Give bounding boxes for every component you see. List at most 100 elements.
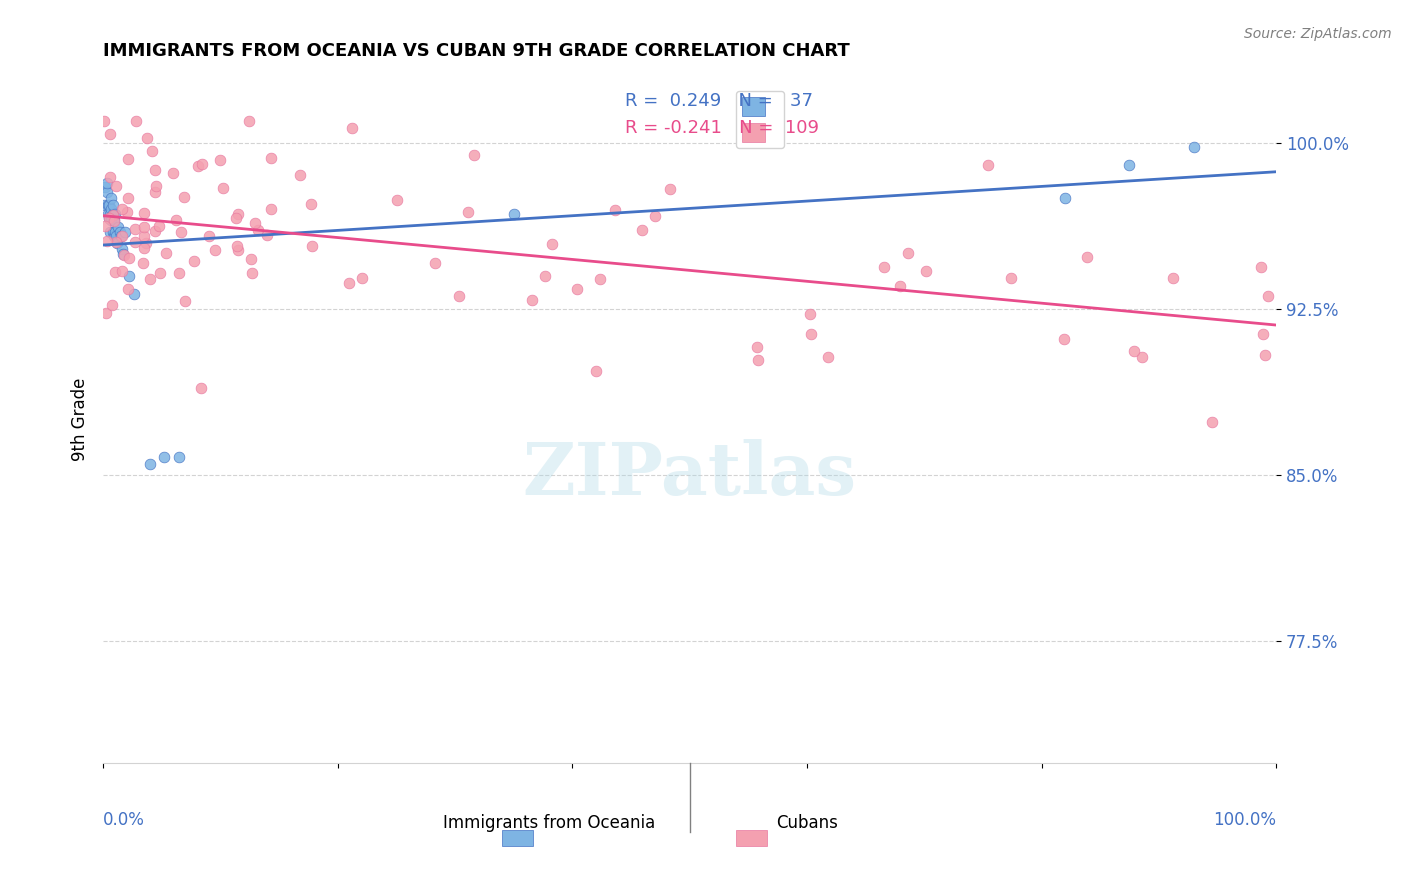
Point bbox=[190, 157, 212, 171]
Point bbox=[457, 205, 479, 219]
Point bbox=[104, 225, 127, 239]
Point bbox=[117, 191, 139, 205]
Point bbox=[1053, 191, 1076, 205]
Point bbox=[145, 179, 167, 194]
Point bbox=[101, 298, 124, 312]
Point bbox=[117, 152, 139, 166]
Point bbox=[240, 266, 263, 280]
Point bbox=[98, 127, 121, 141]
Point bbox=[799, 307, 821, 321]
Point bbox=[162, 166, 184, 180]
Point bbox=[98, 170, 121, 185]
Point bbox=[93, 114, 115, 128]
Point bbox=[104, 207, 127, 221]
Legend: , : , bbox=[737, 91, 783, 148]
Point bbox=[98, 211, 121, 225]
Point bbox=[1257, 288, 1279, 302]
Point bbox=[98, 225, 121, 239]
Point bbox=[228, 243, 250, 257]
Point bbox=[603, 202, 626, 217]
Point bbox=[101, 207, 124, 221]
Point bbox=[155, 246, 177, 260]
Point bbox=[745, 340, 768, 354]
Point bbox=[103, 229, 125, 244]
Point bbox=[1250, 260, 1272, 274]
Point bbox=[226, 239, 249, 253]
Point bbox=[98, 207, 121, 221]
Point bbox=[463, 147, 485, 161]
Point bbox=[94, 306, 117, 320]
Point bbox=[105, 229, 128, 244]
Point bbox=[111, 263, 134, 277]
Point bbox=[1076, 250, 1098, 264]
Point bbox=[100, 213, 122, 227]
Text: ZIPatlas: ZIPatlas bbox=[523, 439, 856, 510]
Point bbox=[98, 211, 121, 226]
Point bbox=[111, 229, 134, 244]
Point bbox=[96, 234, 118, 248]
Text: Cubans: Cubans bbox=[776, 814, 838, 832]
Point bbox=[204, 243, 226, 257]
Point bbox=[260, 151, 283, 165]
Point bbox=[340, 121, 363, 136]
Point bbox=[100, 202, 122, 217]
Point bbox=[101, 208, 124, 222]
Point bbox=[1251, 327, 1274, 342]
Point bbox=[108, 225, 131, 239]
Point bbox=[238, 114, 260, 128]
Point bbox=[125, 114, 148, 128]
Point bbox=[139, 272, 162, 286]
Point bbox=[135, 235, 157, 250]
Point bbox=[1201, 415, 1223, 429]
Point bbox=[197, 229, 219, 244]
Point bbox=[96, 176, 118, 190]
Point bbox=[136, 131, 159, 145]
Point bbox=[132, 206, 155, 220]
Point bbox=[143, 163, 166, 178]
Point bbox=[747, 352, 769, 367]
Point bbox=[1130, 350, 1153, 364]
Text: Source: ZipAtlas.com: Source: ZipAtlas.com bbox=[1244, 27, 1392, 41]
Point bbox=[149, 266, 172, 280]
Point bbox=[1000, 271, 1022, 285]
Point bbox=[817, 350, 839, 364]
Point bbox=[173, 190, 195, 204]
Point bbox=[97, 198, 120, 212]
Point bbox=[97, 207, 120, 221]
Point bbox=[243, 216, 266, 230]
Point bbox=[183, 254, 205, 268]
Text: R =  0.249   N =   37: R = 0.249 N = 37 bbox=[626, 92, 813, 110]
Point bbox=[1254, 348, 1277, 362]
Point bbox=[385, 193, 408, 207]
Point bbox=[111, 202, 134, 216]
Point bbox=[153, 450, 176, 465]
Point bbox=[897, 245, 920, 260]
Point bbox=[977, 157, 1000, 171]
Point bbox=[117, 251, 139, 265]
Point bbox=[1182, 140, 1205, 154]
Point bbox=[110, 229, 132, 244]
Point bbox=[101, 225, 124, 239]
Point bbox=[337, 276, 360, 290]
Point bbox=[139, 457, 162, 471]
Point bbox=[423, 256, 446, 270]
Point bbox=[101, 198, 124, 212]
Point bbox=[143, 224, 166, 238]
Point bbox=[167, 266, 190, 280]
Point bbox=[1161, 270, 1184, 285]
Point bbox=[114, 225, 136, 239]
Point bbox=[103, 214, 125, 228]
Point bbox=[449, 289, 471, 303]
Point bbox=[260, 202, 283, 216]
Point bbox=[169, 450, 191, 465]
Point bbox=[94, 219, 117, 233]
Point bbox=[132, 220, 155, 235]
Point bbox=[105, 235, 128, 249]
Point bbox=[104, 265, 127, 279]
Point bbox=[93, 198, 115, 212]
Text: 0.0%: 0.0% bbox=[103, 811, 145, 829]
Text: R = -0.241   N =  109: R = -0.241 N = 109 bbox=[626, 119, 820, 137]
Point bbox=[122, 286, 145, 301]
Point bbox=[502, 207, 524, 221]
Point bbox=[174, 293, 197, 308]
